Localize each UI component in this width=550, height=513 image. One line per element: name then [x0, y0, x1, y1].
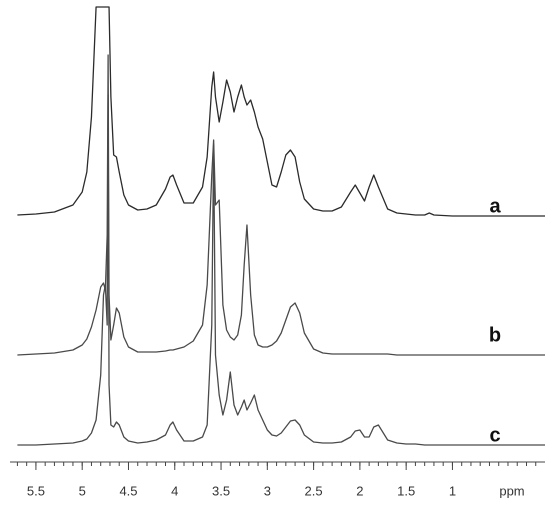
x-tick-label: 2.5	[305, 483, 323, 498]
x-tick-label: 2	[356, 483, 363, 498]
x-axis-label: ppm	[499, 483, 524, 498]
spectrum-line	[17, 6, 545, 217]
series-label: a	[489, 195, 501, 217]
series-label: b	[489, 324, 501, 346]
x-tick-label: 1	[449, 483, 456, 498]
x-tick-label: 5	[79, 483, 86, 498]
x-tick-label: 3	[264, 483, 271, 498]
spectrum-line	[17, 54, 545, 356]
x-tick-label: 4	[171, 483, 178, 498]
x-tick-label: 5.5	[27, 483, 45, 498]
x-tick-label: 3.5	[212, 483, 230, 498]
series-label: c	[489, 424, 500, 446]
spectrum-line	[17, 94, 545, 446]
x-tick-label: 4.5	[119, 483, 137, 498]
x-tick-label: 1.5	[397, 483, 415, 498]
